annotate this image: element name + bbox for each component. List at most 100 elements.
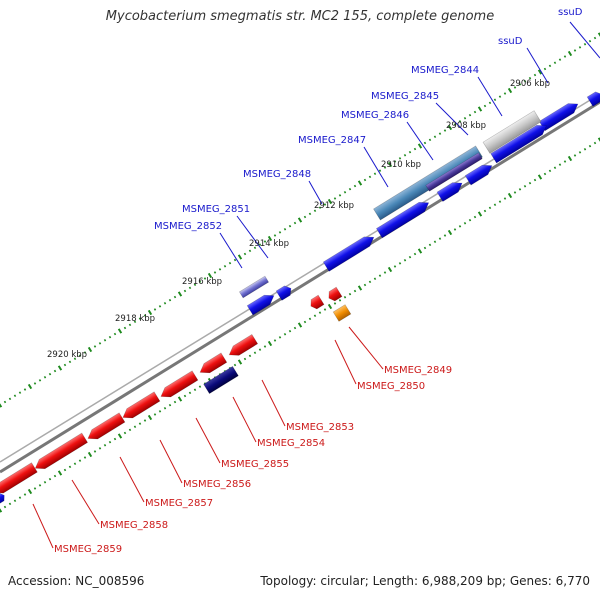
minor-tick xyxy=(303,215,307,219)
connector-line xyxy=(195,417,221,464)
gene-label-msmeg-2844[interactable]: MSMEG_2844 xyxy=(411,65,479,76)
tick-label: 2906 kbp xyxy=(510,79,550,89)
tick-label: 2908 kbp xyxy=(446,121,486,131)
gene-label-msmeg-2846[interactable]: MSMEG_2846 xyxy=(341,110,409,121)
gene-msmeg-2851[interactable] xyxy=(275,284,294,301)
tick-labels: 2906 kbp 2908 kbp 2910 kbp 2912 kbp 2914… xyxy=(47,79,550,360)
connector-line xyxy=(308,180,323,205)
minor-tick xyxy=(548,169,552,173)
minor-tick xyxy=(133,425,137,429)
gene-label-msmeg-2848[interactable]: MSMEG_2848 xyxy=(243,169,311,180)
minor-tick xyxy=(213,271,217,274)
minor-tick xyxy=(573,154,577,157)
gene-msmeg-2859[interactable] xyxy=(0,462,38,498)
gene-edge-blue[interactable] xyxy=(0,492,7,505)
major-tick xyxy=(147,414,153,421)
major-tick xyxy=(57,365,63,371)
gene-label-msmeg-2847[interactable]: MSMEG_2847 xyxy=(298,135,366,146)
gene-msmeg-2854[interactable] xyxy=(197,352,228,377)
minor-tick xyxy=(468,218,472,222)
gene-msmeg-2846[interactable] xyxy=(436,178,465,202)
gene-label-msmeg-2859[interactable]: MSMEG_2859 xyxy=(54,544,122,555)
feature-grey[interactable] xyxy=(482,110,542,154)
gene-label-msmeg-2850[interactable]: MSMEG_2850 xyxy=(357,381,425,392)
gene-label-msmeg-2854[interactable]: MSMEG_2854 xyxy=(257,438,325,449)
gene-label-msmeg-2852[interactable]: MSMEG_2852 xyxy=(154,221,222,232)
major-tick xyxy=(267,340,273,347)
minor-tick xyxy=(198,385,202,388)
minor-tick xyxy=(43,375,47,379)
gene-msmeg-2845[interactable] xyxy=(464,161,495,186)
major-tick xyxy=(267,235,273,242)
gene-label-msmeg-2858[interactable]: MSMEG_2858 xyxy=(100,520,168,531)
major-tick xyxy=(297,217,303,223)
gene-label-ssud-1[interactable]: ssuD xyxy=(558,7,583,18)
minor-tick xyxy=(308,212,312,216)
minor-tick xyxy=(273,339,277,342)
minor-tick xyxy=(183,394,187,398)
gene-ssud[interactable] xyxy=(586,90,600,107)
minor-tick xyxy=(258,348,262,351)
minor-tick xyxy=(428,138,432,142)
gene-label-msmeg-2853[interactable]: MSMEG_2853 xyxy=(286,422,354,433)
feature-lavender[interactable] xyxy=(238,275,270,299)
gene-label-msmeg-2855[interactable]: MSMEG_2855 xyxy=(221,459,289,470)
major-tick xyxy=(117,328,123,334)
gene-navy[interactable] xyxy=(203,365,239,395)
minor-tick xyxy=(588,39,592,43)
gene-label-msmeg-2856[interactable]: MSMEG_2856 xyxy=(183,479,251,490)
minor-tick xyxy=(423,141,427,145)
feature-steel[interactable] xyxy=(373,145,483,221)
gene-label-msmeg-2857[interactable]: MSMEG_2857 xyxy=(145,498,213,509)
gene-label-msmeg-2849[interactable]: MSMEG_2849 xyxy=(384,365,452,376)
minor-tick xyxy=(188,286,192,290)
major-tick xyxy=(237,254,243,260)
gene-label-ssud-2[interactable]: ssuD xyxy=(498,36,523,47)
accession-text: Accession: NC_008596 xyxy=(8,574,145,588)
minor-tick xyxy=(133,320,137,324)
gene-orange[interactable] xyxy=(332,304,352,322)
major-tick xyxy=(297,322,303,328)
minor-tick xyxy=(243,357,247,361)
gene-label-msmeg-2845[interactable]: MSMEG_2845 xyxy=(371,91,439,102)
gene-msmeg-2850[interactable] xyxy=(308,294,325,311)
gene-msmeg-2849[interactable] xyxy=(326,286,343,303)
gene-msmeg-2848[interactable] xyxy=(322,233,376,272)
minor-tick xyxy=(588,144,592,148)
gene-msmeg-2855[interactable] xyxy=(158,370,199,401)
major-tick xyxy=(27,383,33,390)
major-tick xyxy=(477,211,483,217)
connector-line xyxy=(363,146,389,188)
gene-msmeg-2856[interactable] xyxy=(120,391,161,422)
minor-tick xyxy=(518,188,522,191)
gene-msmeg-2847[interactable] xyxy=(376,198,431,239)
minor-tick xyxy=(108,335,112,339)
minor-tick xyxy=(483,209,487,213)
connector-line xyxy=(334,339,357,385)
major-tick xyxy=(237,359,243,365)
minor-tick xyxy=(283,227,287,231)
gene-msmeg-2852[interactable] xyxy=(246,291,277,316)
feature-purple[interactable] xyxy=(425,152,483,192)
minor-tick xyxy=(158,305,162,308)
minor-tick xyxy=(233,363,237,367)
gene-msmeg-2844[interactable] xyxy=(490,121,550,164)
minor-tick xyxy=(183,289,187,293)
gene-msmeg-2858[interactable] xyxy=(32,432,88,473)
minor-tick xyxy=(108,440,112,444)
tick-label: 2910 kbp xyxy=(381,160,421,170)
minor-tick xyxy=(563,55,567,58)
minor-tick xyxy=(403,153,407,157)
minor-tick xyxy=(503,92,507,95)
minor-tick xyxy=(363,283,367,287)
minor-tick xyxy=(488,206,492,210)
gene-msmeg-2857[interactable] xyxy=(85,412,126,443)
minor-tick xyxy=(578,46,582,49)
gene-msmeg-2853[interactable] xyxy=(226,334,259,359)
minor-tick xyxy=(468,113,472,117)
minor-tick xyxy=(453,123,457,126)
major-tick xyxy=(537,69,543,75)
connector-line xyxy=(71,479,100,525)
gene-label-msmeg-2851[interactable]: MSMEG_2851 xyxy=(182,204,250,215)
minor-tick xyxy=(503,197,507,200)
